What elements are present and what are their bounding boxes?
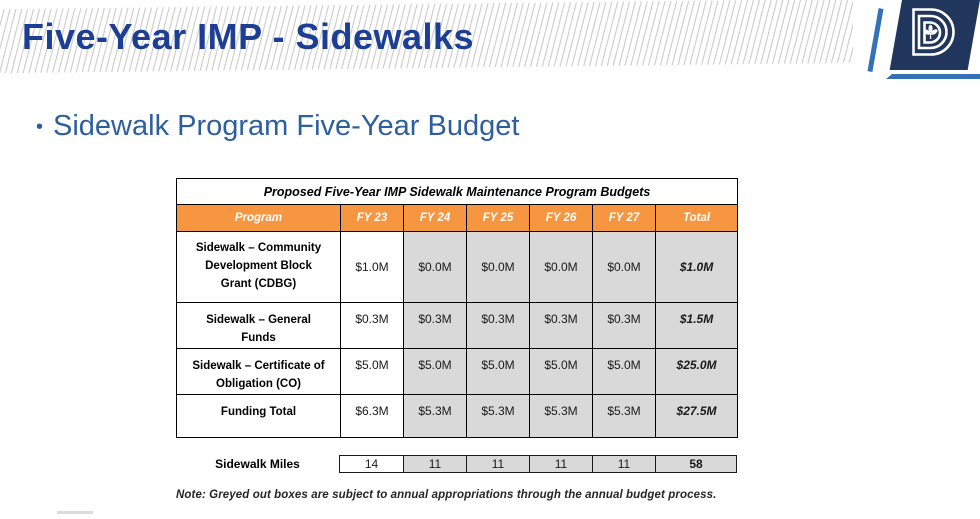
bullet-icon: • <box>36 115 44 138</box>
column-header: FY 27 <box>592 204 656 232</box>
sidewalk-miles-boxes: 14 11 11 11 11 58 <box>339 455 737 473</box>
budget-cell: $0.0M <box>466 231 530 303</box>
budget-cell: $6.3M <box>340 394 404 438</box>
budget-cell: $5.0M <box>340 348 404 395</box>
row-total-cell: $1.0M <box>654 231 739 303</box>
miles-total-cell: 58 <box>655 456 736 472</box>
budget-cell: $5.3M <box>403 394 467 438</box>
column-header: FY 26 <box>529 204 593 232</box>
budget-cell: $0.3M <box>403 302 467 349</box>
budget-cell: $5.0M <box>466 348 530 395</box>
budget-cell: $5.3M <box>592 394 656 438</box>
budget-cell: $5.0M <box>403 348 467 395</box>
column-header: Total <box>654 204 739 232</box>
budget-cell: $5.0M <box>592 348 656 395</box>
slide-subtitle: • Sidewalk Program Five-Year Budget <box>36 110 519 143</box>
column-header: FY 25 <box>466 204 530 232</box>
city-of-dallas-logo <box>853 0 980 96</box>
program-label: Sidewalk – Community Development Block G… <box>176 231 341 303</box>
budget-table: Proposed Five-Year IMP Sidewalk Maintena… <box>175 178 739 438</box>
program-label: Sidewalk – General Funds <box>176 302 341 349</box>
budget-cell: $1.0M <box>340 231 404 303</box>
dallas-d-icon <box>912 8 955 56</box>
miles-cell: 11 <box>466 456 529 472</box>
footnote: Note: Greyed out boxes are subject to an… <box>176 489 717 501</box>
budget-cell: $0.3M <box>466 302 530 349</box>
miles-cell: 14 <box>340 456 403 472</box>
logo-bottom-stripe <box>886 74 980 79</box>
column-header: FY 24 <box>403 204 467 232</box>
page-title: Five-Year IMP - Sidewalks <box>22 16 475 57</box>
row-total-cell: $25.0M <box>654 348 739 395</box>
miles-cell: 11 <box>592 456 655 472</box>
program-label: Sidewalk – Certificate of Obligation (CO… <box>176 348 341 395</box>
column-header: FY 23 <box>340 204 404 232</box>
sidewalk-miles-label: Sidewalk Miles <box>215 457 300 471</box>
budget-cell: $0.3M <box>340 302 404 349</box>
subtitle-text: Sidewalk Program Five-Year Budget <box>53 110 520 142</box>
logo-diagonal-stripe <box>867 8 884 72</box>
budget-cell: $0.0M <box>403 231 467 303</box>
row-total-cell: $27.5M <box>654 394 739 438</box>
budget-cell: $0.0M <box>592 231 656 303</box>
sidewalk-miles-row: Sidewalk Miles 14 11 11 11 11 58 <box>176 455 737 473</box>
table-title: Proposed Five-Year IMP Sidewalk Maintena… <box>175 178 739 205</box>
cutoff-footer-element <box>57 511 93 514</box>
column-header: Program <box>176 204 341 232</box>
budget-cell: $5.3M <box>466 394 530 438</box>
budget-cell: $5.3M <box>529 394 593 438</box>
budget-cell: $0.3M <box>592 302 656 349</box>
budget-cell: $0.0M <box>529 231 593 303</box>
row-total-cell: $1.5M <box>654 302 739 349</box>
miles-cell: 11 <box>403 456 466 472</box>
miles-cell: 11 <box>529 456 592 472</box>
budget-cell: $0.3M <box>529 302 593 349</box>
program-label: Funding Total <box>176 394 341 438</box>
budget-cell: $5.0M <box>529 348 593 395</box>
